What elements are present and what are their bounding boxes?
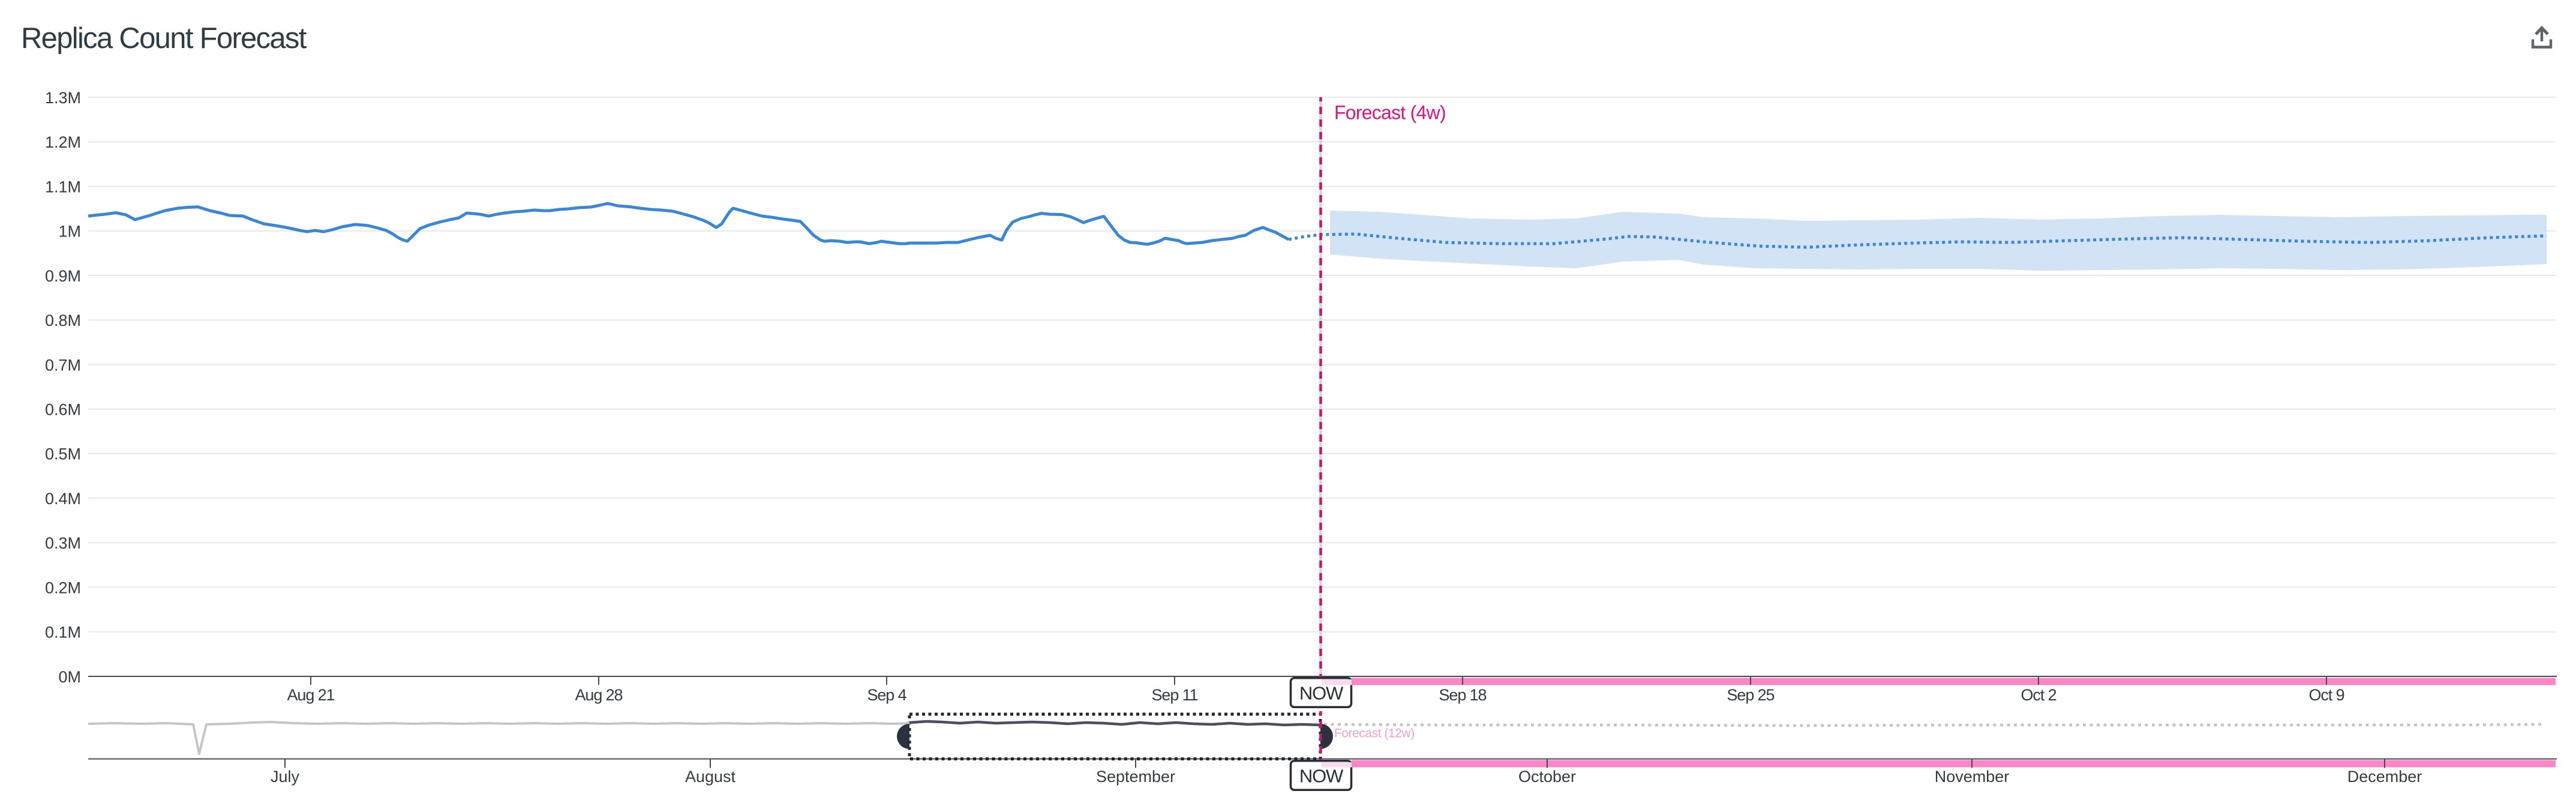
svg-text:November: November	[1935, 768, 2010, 786]
svg-text:July: July	[271, 768, 300, 786]
svg-text:Sep 18: Sep 18	[1439, 686, 1487, 704]
svg-text:0.1M: 0.1M	[45, 624, 81, 642]
svg-text:0.4M: 0.4M	[45, 490, 81, 508]
svg-text:1M: 1M	[58, 223, 81, 241]
svg-text:0.3M: 0.3M	[45, 534, 81, 552]
svg-text:0.8M: 0.8M	[45, 311, 81, 329]
svg-text:1.1M: 1.1M	[45, 178, 81, 196]
svg-text:0.6M: 0.6M	[45, 401, 81, 419]
svg-text:0.9M: 0.9M	[45, 267, 81, 285]
svg-text:August: August	[685, 768, 736, 786]
svg-text:0M: 0M	[58, 668, 81, 686]
svg-text:Aug 21: Aug 21	[287, 686, 335, 704]
svg-text:Oct 2: Oct 2	[2020, 686, 2056, 704]
svg-text:NOW: NOW	[1299, 683, 1344, 704]
svg-text:0.2M: 0.2M	[45, 579, 81, 597]
svg-text:NOW: NOW	[1299, 766, 1344, 787]
svg-text:September: September	[1096, 768, 1175, 786]
svg-text:December: December	[2347, 768, 2422, 786]
svg-text:Aug 28: Aug 28	[575, 686, 623, 704]
svg-text:0.7M: 0.7M	[45, 356, 81, 374]
svg-text:Forecast (4w): Forecast (4w)	[1334, 102, 1446, 124]
svg-text:0.5M: 0.5M	[45, 445, 81, 463]
svg-text:Replica Count Forecast: Replica Count Forecast	[21, 22, 307, 55]
svg-text:Sep 25: Sep 25	[1727, 686, 1775, 704]
svg-text:1.3M: 1.3M	[45, 89, 81, 107]
svg-text:Sep 11: Sep 11	[1152, 686, 1198, 704]
svg-text:October: October	[1518, 768, 1576, 786]
svg-text:Forecast (12w): Forecast (12w)	[1334, 727, 1415, 741]
svg-text:Oct 9: Oct 9	[2308, 686, 2344, 704]
svg-text:1.2M: 1.2M	[45, 133, 81, 151]
svg-text:Sep 4: Sep 4	[867, 686, 906, 704]
